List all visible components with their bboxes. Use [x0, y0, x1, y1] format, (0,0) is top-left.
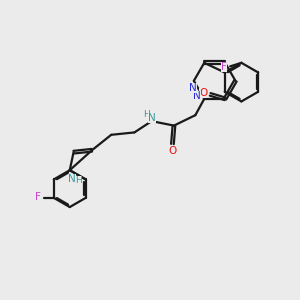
- Text: H: H: [143, 110, 150, 119]
- Text: N: N: [189, 83, 197, 93]
- Text: O: O: [199, 88, 208, 98]
- Text: H: H: [75, 176, 82, 185]
- Text: F: F: [34, 192, 40, 202]
- Text: N: N: [68, 173, 76, 184]
- Text: O: O: [168, 146, 177, 156]
- Text: N: N: [193, 91, 201, 101]
- Text: N: N: [148, 112, 156, 123]
- Text: F: F: [220, 62, 226, 72]
